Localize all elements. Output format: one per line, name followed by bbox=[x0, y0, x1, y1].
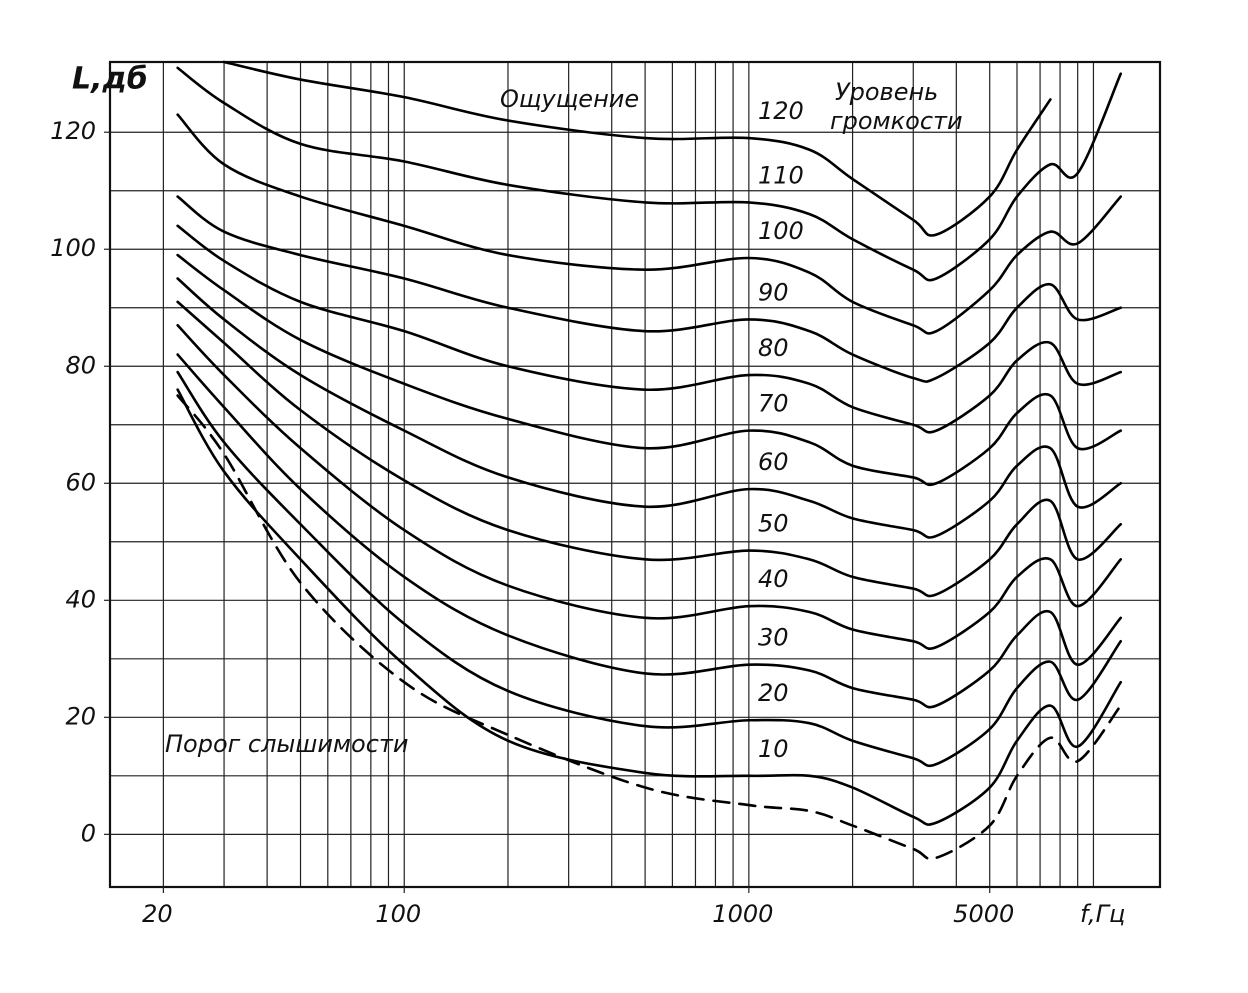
y-tick-label: 60 bbox=[65, 468, 96, 496]
x-tick-label: 1000 bbox=[712, 900, 773, 928]
loudness-curve bbox=[176, 370, 1123, 768]
y-tick-label: 40 bbox=[65, 585, 96, 613]
loudness-curve bbox=[176, 394, 1123, 861]
x-axis-label: f,Гц bbox=[1080, 900, 1125, 928]
annotation: громкости bbox=[830, 107, 963, 135]
loudness-curve bbox=[176, 253, 1123, 487]
curve-label: 70 bbox=[758, 390, 789, 418]
loudness-curve bbox=[176, 224, 1123, 434]
loudness-curve bbox=[176, 300, 1123, 598]
curve-label: 50 bbox=[758, 510, 789, 538]
curve-label: 110 bbox=[758, 161, 804, 189]
curve-label: 120 bbox=[758, 97, 804, 125]
loudness-curve bbox=[176, 195, 1123, 383]
loudness-curve bbox=[176, 323, 1123, 650]
loudness-curve bbox=[176, 353, 1123, 709]
y-tick-label: 100 bbox=[50, 234, 96, 262]
loudness-curve bbox=[176, 388, 1123, 826]
loudness-curve bbox=[176, 113, 1123, 335]
annotation: Ощущение bbox=[500, 85, 639, 113]
y-tick-label: 120 bbox=[50, 117, 96, 145]
y-tick-label: 20 bbox=[65, 702, 96, 730]
loudness-curve bbox=[222, 60, 1052, 237]
x-tick-label: 20 bbox=[142, 900, 173, 928]
annotation: Уровень bbox=[835, 78, 938, 106]
curve-label: 40 bbox=[758, 565, 789, 593]
y-tick-label: 0 bbox=[81, 819, 96, 847]
curve-label: 30 bbox=[758, 624, 789, 652]
loudness-curve bbox=[176, 66, 1123, 282]
x-tick-label: 5000 bbox=[953, 900, 1014, 928]
curve-label: Порог слышимости bbox=[165, 730, 409, 758]
plot-frame bbox=[108, 60, 1162, 889]
curve-label: 20 bbox=[758, 679, 789, 707]
curve-label: 90 bbox=[758, 278, 789, 306]
curve-label: 10 bbox=[758, 735, 789, 763]
curve-label: 100 bbox=[758, 217, 804, 245]
y-axis-label: L,дб bbox=[72, 62, 148, 97]
curve-label: 80 bbox=[758, 334, 789, 362]
curve-label: 60 bbox=[758, 448, 789, 476]
y-tick-label: 80 bbox=[65, 351, 96, 379]
x-tick-label: 100 bbox=[375, 900, 421, 928]
loudness-curve bbox=[176, 277, 1123, 539]
